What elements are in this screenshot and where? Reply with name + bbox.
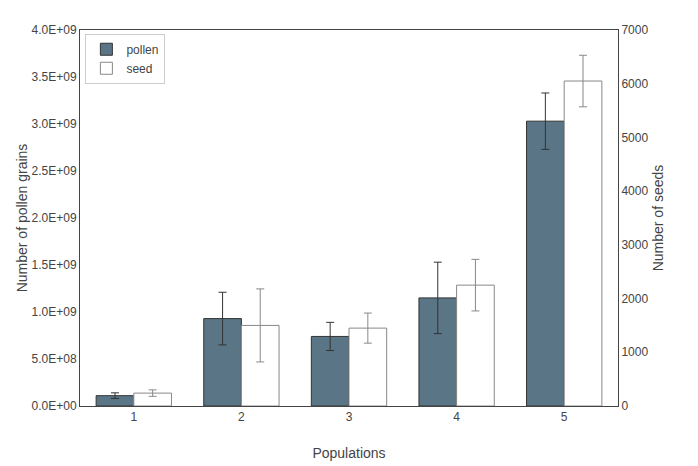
svg-text:5000: 5000 [621, 131, 648, 145]
svg-text:Number of seeds: Number of seeds [650, 165, 666, 272]
svg-text:1.0E+09: 1.0E+09 [32, 305, 77, 319]
svg-text:4.0E+09: 4.0E+09 [32, 23, 77, 37]
svg-text:4000: 4000 [621, 184, 648, 198]
svg-text:3.5E+09: 3.5E+09 [32, 70, 77, 84]
svg-text:2: 2 [238, 410, 245, 424]
svg-text:pollen: pollen [126, 43, 158, 57]
svg-text:6000: 6000 [621, 77, 648, 91]
svg-text:7000: 7000 [621, 23, 648, 37]
svg-text:1000: 1000 [621, 345, 648, 359]
svg-text:1.5E+09: 1.5E+09 [32, 258, 77, 272]
svg-text:1: 1 [130, 410, 137, 424]
svg-text:2000: 2000 [621, 292, 648, 306]
svg-text:3.0E+09: 3.0E+09 [32, 117, 77, 131]
svg-text:seed: seed [126, 62, 152, 76]
svg-text:3: 3 [346, 410, 353, 424]
svg-text:0.0E+00: 0.0E+00 [32, 399, 77, 413]
svg-text:4: 4 [453, 410, 460, 424]
svg-text:2.5E+09: 2.5E+09 [32, 164, 77, 178]
svg-text:Number of pollen grains: Number of pollen grains [14, 144, 30, 293]
svg-text:Populations: Populations [312, 445, 385, 461]
svg-text:3000: 3000 [621, 238, 648, 252]
svg-text:0: 0 [621, 399, 628, 413]
svg-text:5: 5 [561, 410, 568, 424]
svg-text:2.0E+09: 2.0E+09 [32, 211, 77, 225]
svg-text:5.0E+08: 5.0E+08 [32, 352, 77, 366]
